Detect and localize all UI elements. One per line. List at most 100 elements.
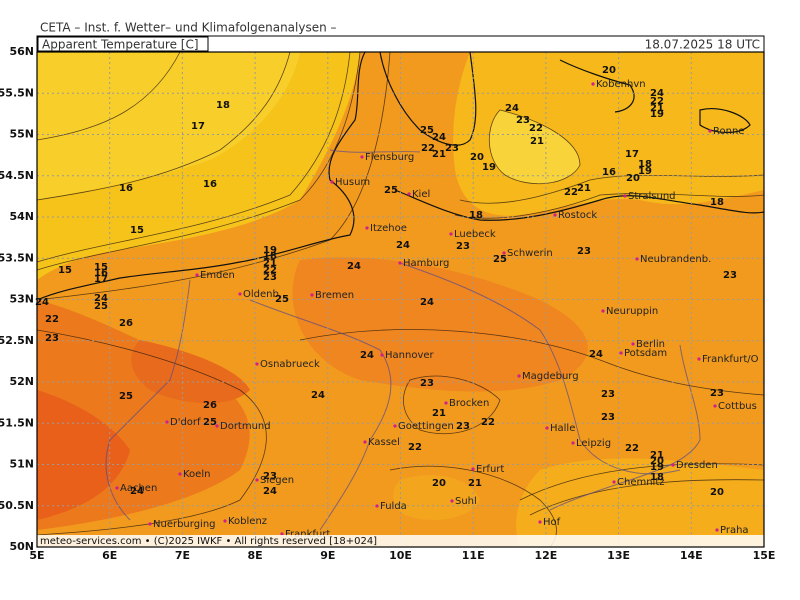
coastline xyxy=(394,189,765,221)
isotherm-label: 24 xyxy=(311,390,325,401)
city-label: Schwerin xyxy=(507,248,553,259)
city-label: Potsdam xyxy=(624,348,667,359)
city-label: Stralsund xyxy=(628,191,676,202)
isotherm-label: 24 xyxy=(589,349,603,360)
isotherm xyxy=(519,463,765,501)
product-box xyxy=(37,36,209,52)
isotherm-label: 18 xyxy=(216,100,230,111)
isotherm xyxy=(36,51,391,301)
lat-tick-label: 52N xyxy=(9,375,34,388)
isotherm-label: 23 xyxy=(45,333,59,344)
lat-tick-label: 55.5N xyxy=(0,86,34,99)
city-label: Flensburg xyxy=(365,152,414,163)
isotherm-label: 25 xyxy=(384,185,398,196)
isotherm-label: 18 xyxy=(650,472,664,483)
city-dot xyxy=(471,467,475,471)
isotherm-label: 23 xyxy=(263,471,277,482)
isotherm-label: 24 xyxy=(347,261,361,272)
field-warm-north xyxy=(292,257,588,392)
city-label: Neubrandenb. xyxy=(640,254,711,265)
lat-tick-label: 54N xyxy=(9,210,34,223)
city-dot xyxy=(571,441,575,445)
city-label: Kassel xyxy=(368,437,400,448)
isotherm-label: 25 xyxy=(420,125,434,136)
isotherm xyxy=(389,465,557,548)
lat-tick-label: 56N xyxy=(9,45,34,58)
lon-tick-label: 7E xyxy=(175,549,190,562)
isotherm-label: 24 xyxy=(35,297,49,308)
city-dot xyxy=(310,293,314,297)
isotherm-label: 25 xyxy=(119,391,133,402)
isotherm-label: 21 xyxy=(263,258,277,269)
city-dot xyxy=(715,528,719,532)
isotherm-label: 25 xyxy=(203,417,217,428)
isotherm-label: 21 xyxy=(650,103,664,114)
city-dot xyxy=(398,261,402,265)
isotherm-label: 23 xyxy=(516,115,530,126)
isotherm-label: 16 xyxy=(94,268,108,279)
isotherm-label: 23 xyxy=(263,272,277,283)
isotherm-label: 25 xyxy=(94,301,108,312)
city-label: Hof xyxy=(543,517,561,528)
isotherm xyxy=(454,193,765,219)
isotherm-label: 21 xyxy=(468,478,482,489)
isotherm-label: 20 xyxy=(432,478,446,489)
city-dot xyxy=(444,401,448,405)
isotherm-label: 15 xyxy=(58,265,72,276)
city-label: Koeln xyxy=(183,469,210,480)
isotherm-label: 17 xyxy=(191,121,205,132)
city-dot xyxy=(363,440,367,444)
city-label: Bremen xyxy=(315,290,354,301)
isotherm-label: 17 xyxy=(625,149,639,160)
isotherm-label: 21 xyxy=(432,149,446,160)
city-dot xyxy=(623,194,627,198)
isotherm-label: 22 xyxy=(481,417,495,428)
city-label: Goettingen xyxy=(398,421,454,432)
river xyxy=(399,262,681,475)
isotherm-label: 21 xyxy=(577,183,591,194)
city-dot xyxy=(449,232,453,236)
isotherm-label: 24 xyxy=(650,88,664,99)
isotherm-label: 26 xyxy=(119,318,133,329)
isotherm-label: 19 xyxy=(650,462,664,473)
lon-tick-label: 9E xyxy=(320,549,335,562)
city-label: Kiel xyxy=(412,189,430,200)
city-label: Ronne xyxy=(713,126,744,137)
city-dot xyxy=(375,504,379,508)
city-dot xyxy=(215,424,219,428)
isotherm-label: 24 xyxy=(94,293,108,304)
isotherm-label: 21 xyxy=(530,136,544,147)
border xyxy=(105,279,191,521)
lat-tick-label: 53.5N xyxy=(0,251,34,264)
city-dot xyxy=(365,226,369,230)
isotherm-label: 20 xyxy=(626,173,640,184)
city-label: Halle xyxy=(550,423,575,434)
isotherm-label: 24 xyxy=(420,297,434,308)
city-dot xyxy=(713,404,717,408)
isotherm-label: 23 xyxy=(723,270,737,281)
isotherm-label: 23 xyxy=(601,412,615,423)
isotherm-label: 19 xyxy=(650,109,664,120)
city-label: Dresden xyxy=(676,460,718,471)
isotherm-label: 16 xyxy=(203,179,217,190)
city-dot xyxy=(148,522,152,526)
graticule xyxy=(36,51,765,548)
lon-tick-label: 11E xyxy=(462,549,485,562)
map-frame xyxy=(36,51,765,548)
isotherm-label: 18 xyxy=(469,210,483,221)
isotherm-label: 19 xyxy=(263,245,277,256)
city-dot xyxy=(238,292,242,296)
city-label: Frankfurt xyxy=(285,529,330,540)
city-label: Praha xyxy=(720,525,749,536)
city-label: Chemnitz xyxy=(617,477,665,488)
isotherm-label: 17 xyxy=(94,274,108,285)
isotherm-label: 15 xyxy=(130,225,144,236)
isotherm-label: 23 xyxy=(420,378,434,389)
isotherm-label: 19 xyxy=(638,166,652,177)
city-dot xyxy=(538,520,542,524)
isotherm-label: 20 xyxy=(650,456,664,467)
city-dot xyxy=(360,155,364,159)
valid-time: 18.07.2025 18 UTC xyxy=(645,38,760,52)
city-label: Koblenz xyxy=(228,516,267,527)
isotherm-label: 22 xyxy=(263,265,277,276)
